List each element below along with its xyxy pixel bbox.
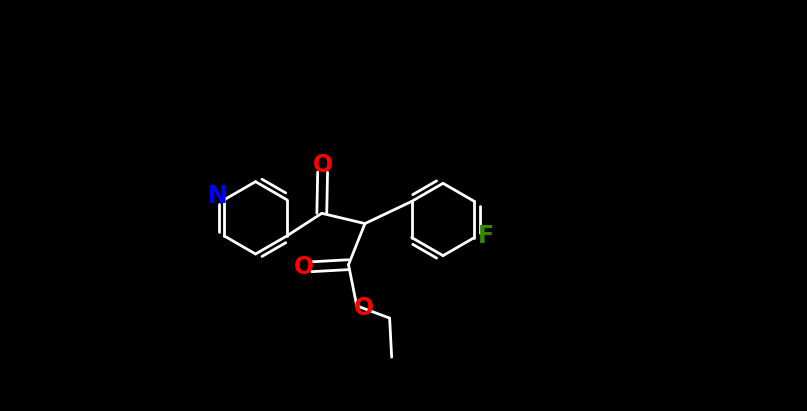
Text: O: O xyxy=(294,255,314,279)
Text: O: O xyxy=(312,153,332,177)
Text: N: N xyxy=(208,185,228,208)
Text: F: F xyxy=(478,224,494,247)
Text: O: O xyxy=(354,296,374,320)
